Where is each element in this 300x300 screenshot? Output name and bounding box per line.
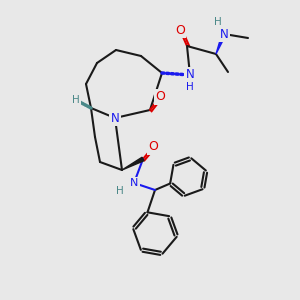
Text: H: H xyxy=(214,17,222,27)
Text: H: H xyxy=(116,186,124,196)
Text: N: N xyxy=(220,28,228,40)
Text: H: H xyxy=(72,95,80,105)
Text: O: O xyxy=(148,140,158,154)
Polygon shape xyxy=(216,33,226,54)
Text: N: N xyxy=(130,178,138,188)
Polygon shape xyxy=(122,157,144,170)
Text: N: N xyxy=(111,112,119,124)
Text: H: H xyxy=(186,82,194,92)
Text: O: O xyxy=(175,23,185,37)
Text: N: N xyxy=(186,68,194,82)
Text: O: O xyxy=(155,91,165,103)
